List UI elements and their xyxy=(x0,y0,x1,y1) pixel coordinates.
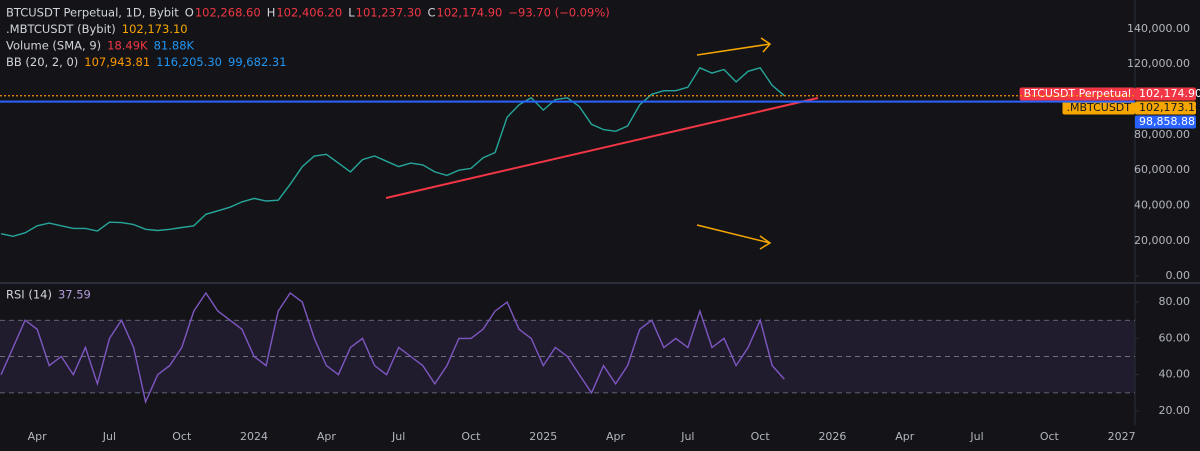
price-label: 102,174.90 xyxy=(1139,87,1200,100)
legend-text: O xyxy=(185,6,194,20)
price-label-name-box xyxy=(1062,101,1135,115)
legend-text: 102,174.90 xyxy=(437,6,503,20)
x-tick-label: Oct xyxy=(461,430,481,443)
legend-text: 116,205.30 xyxy=(156,55,222,69)
legend-text: 81.88K xyxy=(154,39,195,53)
x-tick-label: Apr xyxy=(28,430,48,443)
y-tick-label: 80,000.00 xyxy=(1134,128,1190,141)
y-tick-label: 20,000.00 xyxy=(1134,234,1190,247)
price-label-name: .MBTCUSDT xyxy=(1066,101,1131,114)
legend-text: L xyxy=(348,6,355,20)
price-label-box xyxy=(1135,87,1196,101)
legend-text: C xyxy=(427,6,435,20)
legend-text: 37.59 xyxy=(58,288,91,302)
y-tick-label: 20.00 xyxy=(1159,404,1191,417)
price-label: 98,858.88 xyxy=(1139,115,1195,128)
y-tick-label: 60.00 xyxy=(1159,331,1191,344)
x-tick-label: Apr xyxy=(895,430,915,443)
legend-text: 107,943.81 xyxy=(84,55,150,69)
y-tick-label: 0.00 xyxy=(1166,269,1191,282)
x-tick-label: Oct xyxy=(172,430,192,443)
legend-text: BB (20, 2, 0) xyxy=(6,55,78,69)
y-tick-label: 60,000.00 xyxy=(1134,163,1190,176)
x-tick-label: Jul xyxy=(680,430,694,443)
x-tick-label: Apr xyxy=(317,430,337,443)
trendline xyxy=(385,97,819,199)
y-tick-label: 40.00 xyxy=(1159,368,1191,381)
x-tick-label: Jul xyxy=(391,430,405,443)
x-tick-label: Apr xyxy=(606,430,626,443)
y-tick-label: 120,000.00 xyxy=(1127,57,1190,70)
x-tick-label: 2025 xyxy=(529,430,557,443)
arrow-annotation xyxy=(696,37,772,250)
price-line xyxy=(0,291,785,405)
x-tick-label: Jul xyxy=(102,430,116,443)
legend-text: .MBTCUSDT (Bybit) xyxy=(6,22,116,36)
legend-text: 101,237.30 xyxy=(356,6,422,20)
x-tick-label: 2024 xyxy=(240,430,268,443)
legend-text: 102,268.60 xyxy=(195,6,261,20)
x-tick-label: Oct xyxy=(1040,430,1060,443)
legend-text: 18.49K xyxy=(107,39,148,53)
legend-text: 102,173.10 xyxy=(122,22,188,36)
x-tick-label: 2027 xyxy=(1108,430,1136,443)
legend-text: RSI (14) xyxy=(6,288,52,302)
y-tick-label: 80.00 xyxy=(1159,295,1191,308)
x-tick-label: Oct xyxy=(751,430,771,443)
y-tick-label: 140,000.00 xyxy=(1127,22,1190,35)
legend-text: 102,406.20 xyxy=(276,6,342,20)
price-line xyxy=(0,66,785,238)
price-label: 102,173.10 xyxy=(1139,101,1200,114)
legend-text: −93.70 (−0.09%) xyxy=(508,6,609,20)
x-tick-label: 2026 xyxy=(818,430,846,443)
price-label-box xyxy=(1135,101,1196,115)
legend-text: 99,682.31 xyxy=(228,55,287,69)
legend-text: Volume (SMA, 9) xyxy=(6,39,101,53)
y-tick-label: 40,000.00 xyxy=(1134,198,1190,211)
x-tick-label: Jul xyxy=(969,430,983,443)
legend-text: H xyxy=(267,6,276,20)
price-label-name: BTCUSDT Perpetual xyxy=(1024,87,1131,100)
price-label-box xyxy=(1135,115,1196,129)
price-label-name-box xyxy=(1019,87,1135,101)
legend-text: BTCUSDT Perpetual, 1D, Bybit xyxy=(6,6,179,20)
